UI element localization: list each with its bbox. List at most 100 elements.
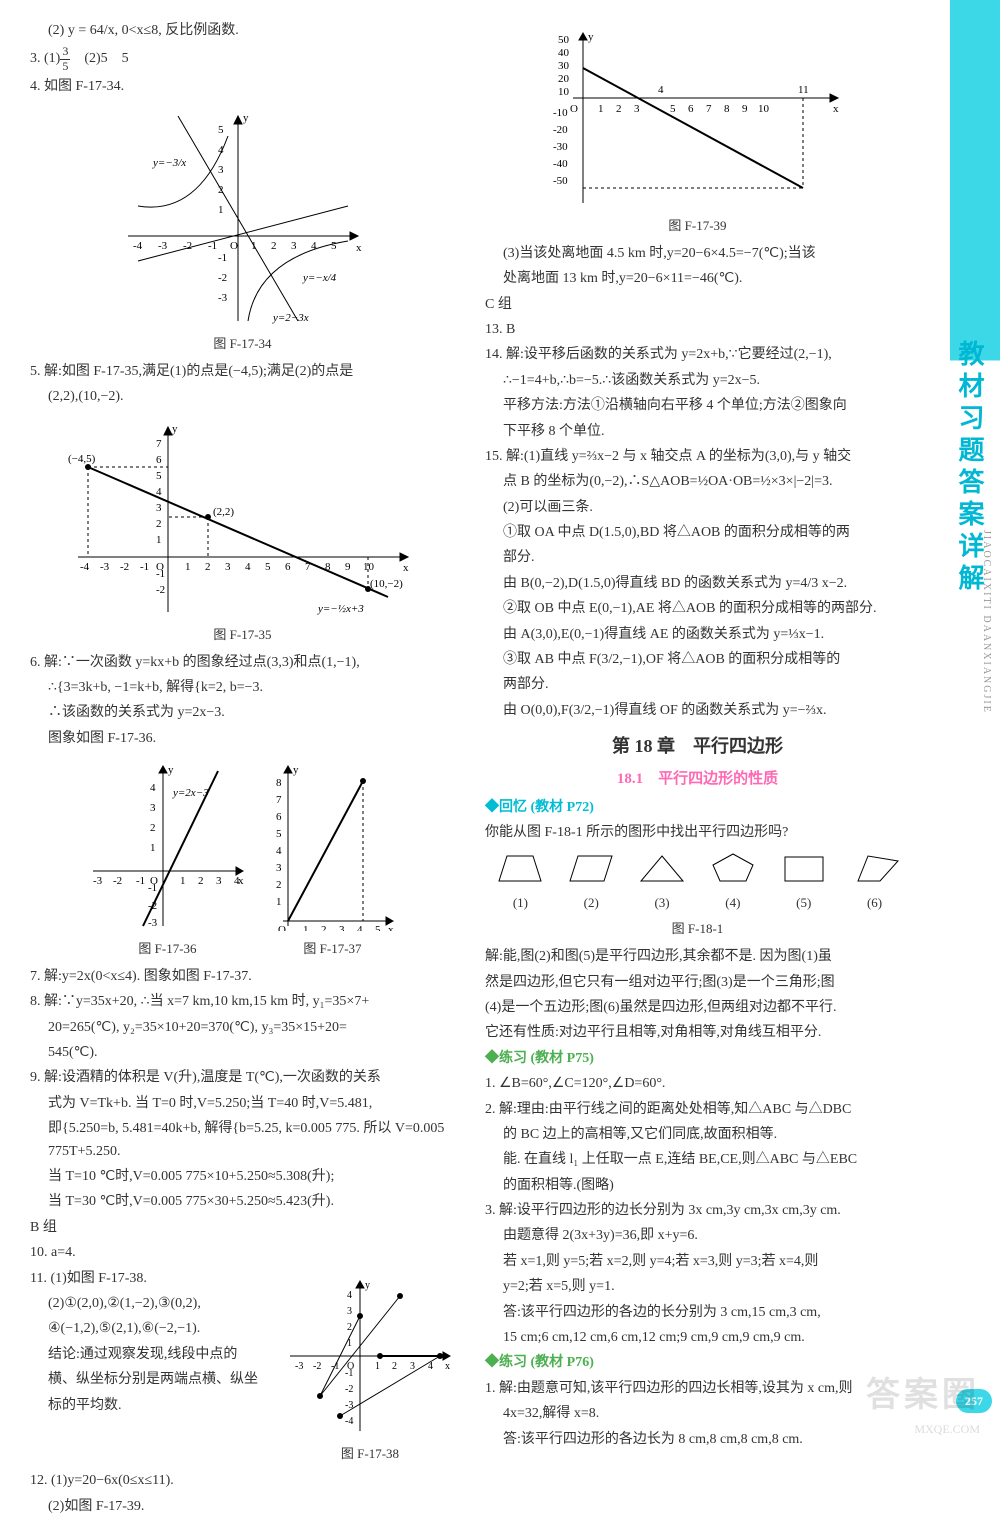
shape-5: (5) xyxy=(779,851,829,914)
answer-11d: 结论:通过观察发现,线段中点的 xyxy=(30,1344,275,1366)
answer-8b: 20=265(℃), y₂=35×10+20=370(℃), y₃=35×15+… xyxy=(30,1017,455,1039)
svg-text:1: 1 xyxy=(276,896,282,908)
page-root: (2) y = 64/x, 0<x≤8, 反比例函数. 3. (1)35 (2)… xyxy=(0,0,1000,1443)
svg-text:-1: -1 xyxy=(331,1361,339,1372)
p75-3a: 3. 解:设平行四边形的边长分别为 3x cm,3y cm,3x cm,3y c… xyxy=(485,1200,910,1222)
answer-10: 10. a=4. xyxy=(30,1242,455,1264)
svg-text:y=2x−3: y=2x−3 xyxy=(172,787,209,799)
svg-text:-3: -3 xyxy=(158,240,168,252)
svg-text:2: 2 xyxy=(276,879,282,891)
svg-text:x: x xyxy=(356,242,362,254)
p75-3f: 15 cm;6 cm,12 cm,6 cm,12 cm;9 cm,9 cm,9 … xyxy=(485,1327,910,1349)
svg-text:2: 2 xyxy=(616,103,622,115)
svg-text:3: 3 xyxy=(218,164,224,176)
svg-text:5: 5 xyxy=(156,470,162,482)
p76-1c: 答:该平行四边形的各边长为 8 cm,8 cm,8 cm,8 cm. xyxy=(485,1429,910,1451)
recall-a4: 它还有性质:对边平行且相等,对角相等,对角线互相平分. xyxy=(485,1022,910,1044)
svg-text:(10,−2): (10,−2) xyxy=(370,578,403,590)
svg-text:4: 4 xyxy=(150,782,156,794)
shape-4: (4) xyxy=(708,851,758,914)
svg-text:1: 1 xyxy=(598,103,604,115)
answer-14c: 平移方法:方法①沿横轴向右平移 4 个单位;方法②图象向 xyxy=(485,395,910,417)
svg-text:y=−3/x: y=−3/x xyxy=(152,157,186,169)
svg-text:11: 11 xyxy=(798,84,809,96)
svg-text:-3: -3 xyxy=(345,1400,353,1411)
svg-text:4: 4 xyxy=(245,561,251,573)
p76-1b: 4x=32,解得 x=8. xyxy=(485,1403,910,1425)
graph-f-17-39: yxO 5040302010 -10-20-30-40-50 123456789… xyxy=(548,28,848,208)
svg-text:x: x xyxy=(445,1361,450,1372)
caption-f-17-34: 图 F-17-34 xyxy=(30,334,455,355)
svg-text:9: 9 xyxy=(742,103,748,115)
caption-f-17-37: 图 F-17-37 xyxy=(268,939,398,960)
svg-text:O: O xyxy=(570,103,578,115)
svg-text:-1: -1 xyxy=(148,882,157,894)
shape-1: (1) xyxy=(495,851,545,914)
answer-3: 3. (1)35 (2)5 5 xyxy=(30,45,455,72)
svg-text:9: 9 xyxy=(345,561,351,573)
graph-f-17-36: yxO y=2x−3 4321 -3-2-1 1234 -1-2-3 xyxy=(88,761,248,931)
svg-text:6: 6 xyxy=(276,811,282,823)
svg-text:(−4,5): (−4,5) xyxy=(68,453,96,465)
svg-text:30: 30 xyxy=(558,60,570,72)
answer-14b: ∴−1=4+b,∴b=−5.∴该函数关系式为 y=2x−5. xyxy=(485,370,910,392)
svg-text:y: y xyxy=(172,423,178,435)
svg-text:4: 4 xyxy=(357,924,363,931)
svg-text:x: x xyxy=(388,924,394,931)
svg-text:2: 2 xyxy=(218,184,224,196)
answer-6d: 图象如图 F-17-36. xyxy=(30,728,455,750)
group-c: C 组 xyxy=(485,294,910,316)
answer-11f: 标的平均数. xyxy=(30,1395,275,1417)
svg-text:y=−x/4: y=−x/4 xyxy=(302,272,337,284)
svg-text:y: y xyxy=(588,31,594,43)
svg-text:4: 4 xyxy=(428,1361,433,1372)
answer-11a: 11. (1)如图 F-17-38. xyxy=(30,1268,275,1290)
svg-text:40: 40 xyxy=(558,47,570,59)
answer-9d: 当 T=10 ℃时,V=0.005 775×10+5.250≈5.308(升); xyxy=(30,1166,455,1188)
svg-text:3: 3 xyxy=(156,502,162,514)
svg-text:-2: -2 xyxy=(120,561,129,573)
svg-text:-2: -2 xyxy=(345,1384,353,1395)
answer-15c: (2)可以画三条. xyxy=(485,497,910,519)
answer-14d: 下平移 8 个单位. xyxy=(485,421,910,443)
recall-tag: ◆回忆 (教材 P72) xyxy=(485,800,594,815)
svg-text:y: y xyxy=(365,1280,370,1291)
svg-text:8: 8 xyxy=(276,777,282,789)
svg-text:2: 2 xyxy=(392,1361,397,1372)
svg-text:-2: -2 xyxy=(183,240,192,252)
svg-text:7: 7 xyxy=(276,794,282,806)
p75-2b: 的 BC 边上的高相等,又它们同底,故面积相等. xyxy=(485,1124,910,1146)
graph-f-17-37: yxO 87654321 12345 xyxy=(268,761,398,931)
group-b: B 组 xyxy=(30,1217,455,1239)
p75-3b: 由题意得 2(3x+3y)=36,即 x+y=6. xyxy=(485,1225,910,1247)
answer-5a: 5. 解:如图 F-17-35,满足(1)的点是(−4,5);满足(2)的点是 xyxy=(30,361,455,383)
svg-text:1: 1 xyxy=(180,875,186,887)
svg-text:-1: -1 xyxy=(218,252,227,264)
svg-text:1: 1 xyxy=(218,204,224,216)
answer-8c: 545(℃). xyxy=(30,1042,455,1064)
svg-text:4: 4 xyxy=(311,240,317,252)
svg-text:-4: -4 xyxy=(133,240,143,252)
svg-text:7: 7 xyxy=(305,561,311,573)
svg-text:-50: -50 xyxy=(553,175,568,187)
svg-text:-1: -1 xyxy=(136,875,145,887)
svg-text:3: 3 xyxy=(150,802,156,814)
svg-text:-20: -20 xyxy=(553,124,568,136)
svg-text:2: 2 xyxy=(321,924,327,931)
svg-text:-2: -2 xyxy=(113,875,122,887)
svg-text:2: 2 xyxy=(156,518,162,530)
answer-15j: 两部分. xyxy=(485,674,910,696)
svg-text:4: 4 xyxy=(276,845,282,857)
p75-2d: 的面积相等.(图略) xyxy=(485,1175,910,1197)
answer-9a: 9. 解:设酒精的体积是 V(升),温度是 T(℃),一次函数的关系 xyxy=(30,1067,455,1089)
svg-text:-3: -3 xyxy=(93,875,103,887)
p75-3c: 若 x=1,则 y=5;若 x=2,则 y=4;若 x=3,则 y=3;若 x=… xyxy=(485,1251,910,1273)
svg-text:3: 3 xyxy=(216,875,222,887)
svg-text:-3: -3 xyxy=(218,292,228,304)
svg-text:5: 5 xyxy=(375,924,381,931)
svg-text:-3: -3 xyxy=(295,1361,303,1372)
sidebar: 教材习题答案详解 JIAOCAIXITI DAANXIANGJIE 257 xyxy=(950,0,1000,1443)
svg-text:x: x xyxy=(403,562,409,574)
svg-text:6: 6 xyxy=(688,103,694,115)
svg-text:x: x xyxy=(833,103,839,115)
